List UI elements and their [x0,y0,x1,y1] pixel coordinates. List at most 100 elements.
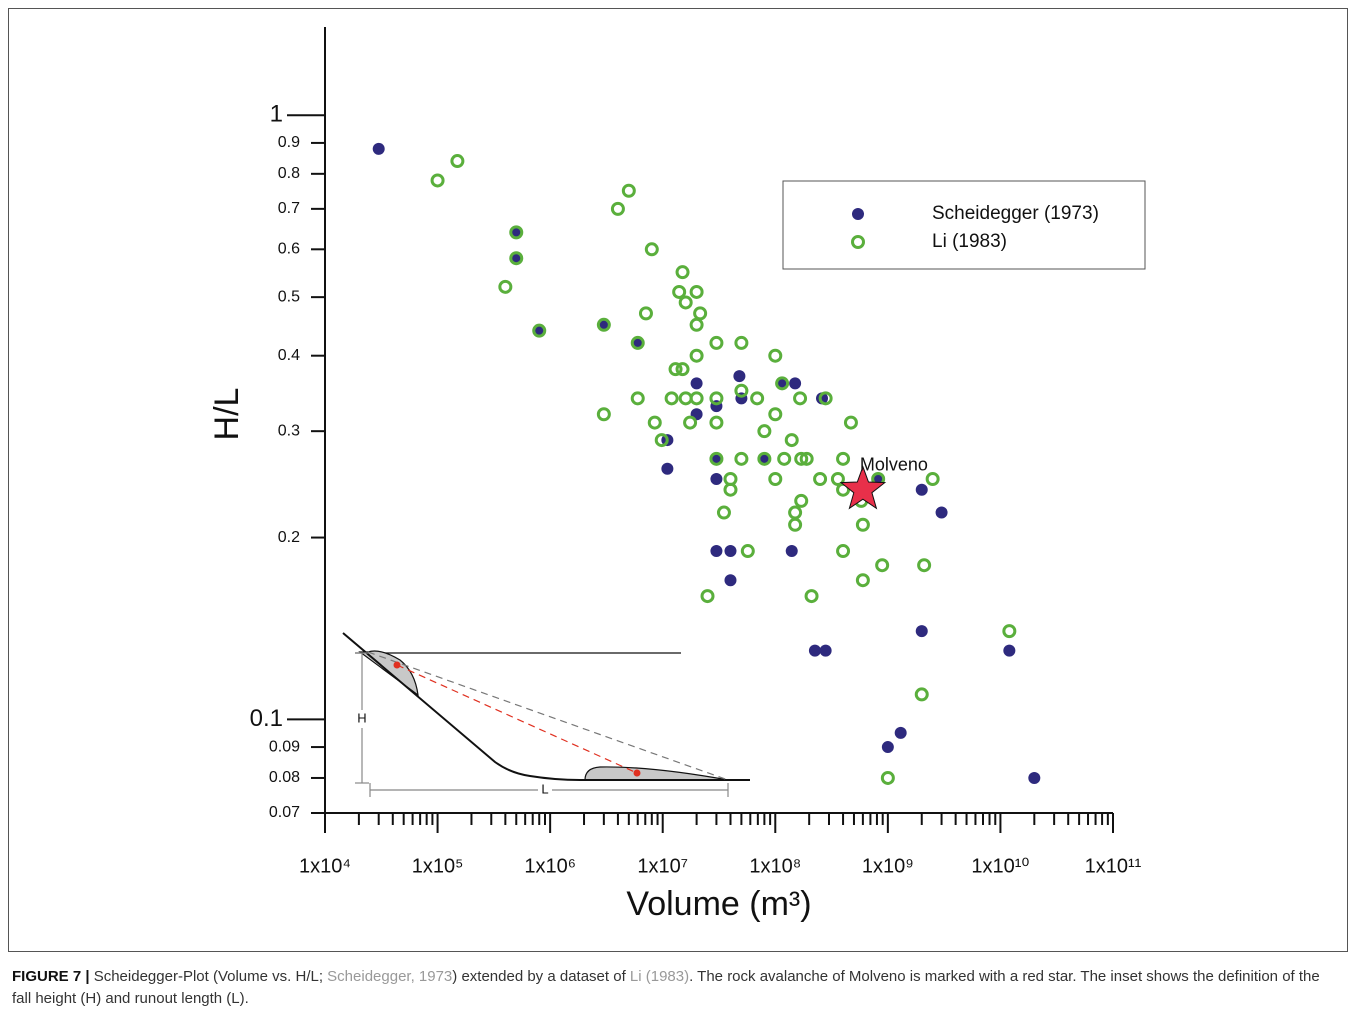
data-point [915,483,928,496]
x-tick-label: 1x10⁴ [299,855,351,877]
caption: FIGURE 7 | Scheidegger-Plot (Volume vs. … [12,966,1342,1010]
inset-l-label: L [541,781,548,796]
data-point [881,741,894,754]
caption-text: . The rock avalanche of Molveno is marke… [12,968,1320,1007]
data-point [836,544,851,559]
data-point [768,348,783,363]
data-point [689,284,704,299]
caption-text: ) extended by a dataset of [452,968,630,985]
inset-dot [393,661,401,669]
x-tick-label: 1x10⁶ [524,855,576,877]
data-point [630,335,645,350]
data-point [668,362,683,377]
data-point [855,517,870,532]
data-point [757,451,772,466]
data-point [509,251,524,266]
y-tick-label: 0.09 [269,738,300,755]
data-point [785,545,798,558]
data-point [804,589,819,604]
data-point [734,451,749,466]
data-point [915,625,928,638]
data-point [709,391,724,406]
data-point [925,472,940,487]
data-point [709,451,724,466]
data-point [532,323,547,338]
data-point [700,589,715,604]
data-point [689,348,704,363]
y-tick-label: 0.9 [278,134,300,151]
data-point [775,376,790,391]
data-point [788,505,803,520]
inset-deposit [584,766,729,781]
data-point [1002,624,1017,639]
inset-gray-dash [367,651,729,781]
data-point [709,335,724,350]
caption-link[interactable]: Scheidegger, 1973 [327,968,453,985]
x-tick-label: 1x10¹⁰ [971,855,1029,877]
data-point [757,424,772,439]
data-point [733,370,746,383]
data-point [793,391,808,406]
data-point [734,383,749,398]
data-point [815,392,828,405]
data-point [819,644,832,657]
data-point [1028,771,1041,784]
data-point [880,770,895,785]
data-point [610,201,625,216]
data-point [935,506,948,519]
caption-text: Scheidegger-Plot (Volume vs. H/L; [89,968,328,985]
data-point [709,415,724,430]
data-point [450,154,465,169]
y-tick-label: 0.08 [269,769,300,786]
y-tick-label: 0.3 [278,422,300,439]
highlight-label: Molveno [860,454,928,474]
data-point [675,362,690,377]
data-point [621,183,636,198]
chart: H L H/L Volume (m³) 0.07 0.08 0.09 0.1 0.2 0.… [208,27,1146,923]
data-point [596,317,611,332]
data-point [788,517,803,532]
data-point [813,472,828,487]
inset-red-dash [396,664,638,774]
data-point [664,391,679,406]
x-axis-title: Volume (m³) [626,885,811,923]
y-tick-label: 1 [270,101,283,128]
data-point [638,306,653,321]
data-point [678,295,693,310]
x-tick-label: 1x10⁸ [749,855,801,877]
label-bg [354,710,370,728]
data-point [740,544,755,559]
y-tick-label: 0.1 [250,705,283,732]
caption-link[interactable]: Li (1983) [629,968,690,985]
data-point [710,473,723,486]
inset-h-label: H [357,710,366,725]
legend-label: Li (1983) [932,231,1007,252]
data-point [723,482,738,497]
data-point [794,493,809,508]
data-point [661,462,674,475]
y-tick-label: 0.6 [278,241,300,258]
legend-box [782,180,1146,270]
data-point [498,279,513,294]
legend-marker [852,208,864,220]
y-tick-label: 0.4 [278,347,300,364]
data-point [789,377,802,390]
y-axis-title: H/L [208,388,246,441]
data-point [836,451,851,466]
legend-label: Scheidegger (1973) [932,203,1099,224]
data-point [430,173,445,188]
x-tick-label: 1x10⁵ [412,855,464,877]
label-bg [538,782,552,798]
data-point [914,687,929,702]
data-point [693,306,708,321]
data-point [690,377,703,390]
data-point [675,265,690,280]
data-point [724,545,737,558]
data-point [784,433,799,448]
data-point [777,451,792,466]
data-point [818,391,833,406]
data-point [678,391,693,406]
data-point [843,415,858,430]
data-point [689,391,704,406]
data-point [808,644,821,657]
